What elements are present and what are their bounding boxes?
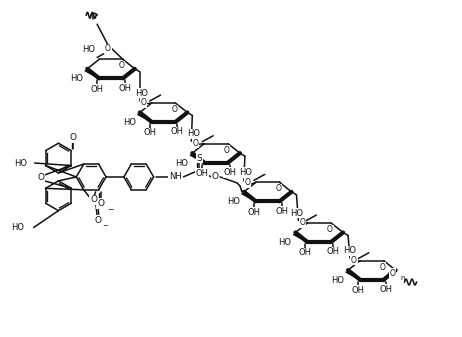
Text: HO: HO (343, 246, 356, 255)
Text: O: O (70, 133, 77, 142)
Text: OH: OH (327, 247, 340, 256)
Text: O: O (95, 216, 102, 225)
Text: HO: HO (291, 209, 304, 218)
Text: OH: OH (299, 248, 312, 257)
Text: O: O (390, 269, 395, 278)
Text: O: O (90, 195, 97, 204)
Text: O: O (327, 225, 333, 234)
Text: O: O (97, 199, 104, 208)
Text: HO: HO (331, 276, 344, 284)
Text: S: S (196, 154, 202, 162)
Text: O: O (275, 184, 281, 193)
Text: O: O (351, 256, 357, 265)
Text: O: O (192, 139, 198, 148)
Text: HO: HO (70, 74, 83, 83)
Text: OH: OH (91, 85, 103, 94)
Text: OH: OH (379, 285, 392, 294)
Text: OH: OH (247, 208, 260, 217)
Text: O: O (141, 98, 146, 107)
Text: HO: HO (135, 89, 148, 98)
Text: OH: OH (224, 168, 237, 177)
Text: O: O (37, 174, 44, 182)
Text: O: O (299, 218, 305, 227)
Text: O: O (380, 263, 385, 272)
Text: OH: OH (118, 84, 131, 93)
Text: O: O (105, 44, 111, 54)
Text: HO: HO (279, 238, 292, 247)
Text: OH: OH (171, 127, 184, 136)
Text: OH: OH (352, 286, 365, 295)
Text: HO: HO (176, 158, 188, 167)
Text: HO: HO (227, 197, 240, 206)
Text: O: O (212, 173, 219, 181)
Text: O: O (245, 178, 251, 187)
Text: −: − (107, 205, 114, 214)
Text: HO: HO (123, 118, 136, 127)
Text: OH: OH (275, 207, 288, 216)
Text: n: n (401, 275, 405, 281)
Text: HO: HO (11, 223, 24, 232)
Text: NH: NH (169, 173, 182, 181)
Text: −: − (102, 222, 108, 228)
Text: O: O (171, 105, 177, 114)
Text: HO: HO (187, 129, 200, 138)
Text: HO: HO (239, 168, 252, 177)
Text: OH: OH (143, 128, 156, 137)
Text: HO: HO (82, 45, 95, 54)
Text: HO: HO (14, 158, 27, 167)
Text: O: O (224, 146, 230, 155)
Text: O: O (119, 61, 125, 70)
Text: OH: OH (196, 169, 209, 178)
